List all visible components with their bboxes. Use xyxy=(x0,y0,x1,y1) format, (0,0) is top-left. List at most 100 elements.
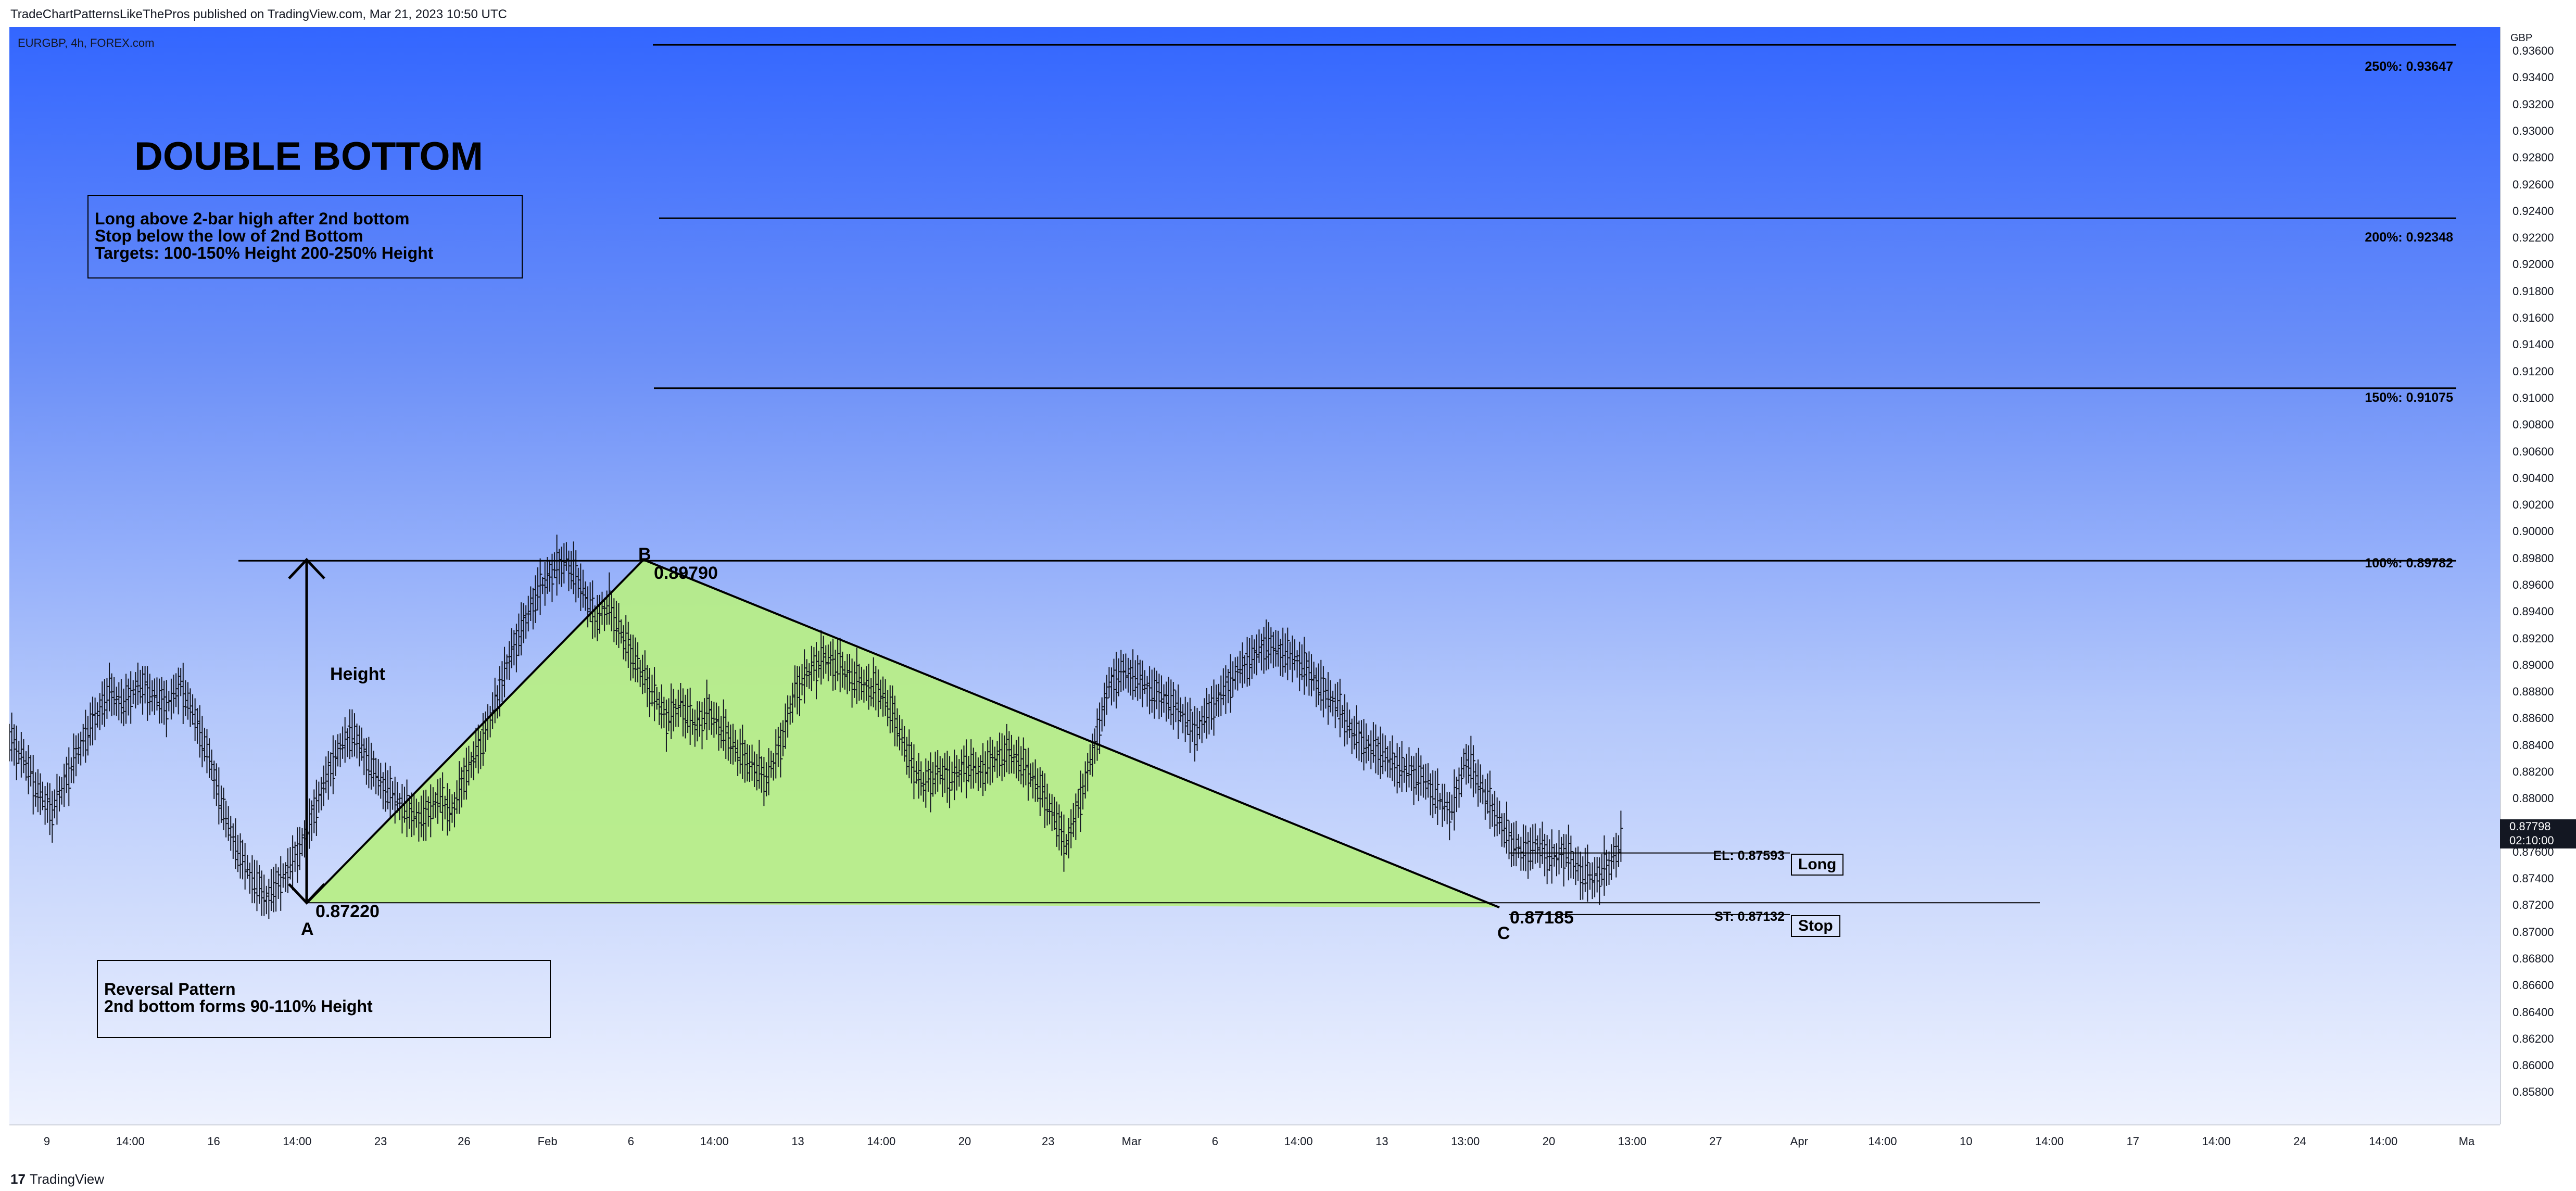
footer: 17 TradingView xyxy=(0,1166,2576,1191)
time-tick-label: 13 xyxy=(791,1135,804,1148)
stop-tag[interactable]: Stop xyxy=(1791,915,1840,937)
time-tick-label: 14:00 xyxy=(1284,1135,1313,1148)
price-tick-label: 0.91400 xyxy=(2512,338,2554,351)
time-tick-label: 13:00 xyxy=(1451,1135,1480,1148)
time-tick-label: 14:00 xyxy=(2035,1135,2064,1148)
time-tick-label: 26 xyxy=(458,1135,471,1148)
currency-label: GBP xyxy=(2510,32,2533,44)
time-tick-label: 20 xyxy=(1542,1135,1556,1148)
time-tick-label: 14:00 xyxy=(116,1135,145,1148)
price-tick-label: 0.90600 xyxy=(2512,445,2554,458)
target-label-150: 150%: 0.91075 xyxy=(2365,390,2453,405)
price-scale[interactable]: GBP 0.93600 0.93400 0.93200 0.93000 0.92800 0… xyxy=(2500,27,2576,1124)
time-tick-label: 14:00 xyxy=(700,1135,729,1148)
price-tick-label: 0.93000 xyxy=(2512,124,2554,138)
price-tick-label: 0.87000 xyxy=(2512,925,2554,939)
chart-pane[interactable]: EURGBP, 4h, FOREX.com DOUBLE BOTTOM Long… xyxy=(9,27,2500,1124)
height-label: Height xyxy=(330,664,385,684)
price-tick-label: 0.85800 xyxy=(2512,1085,2554,1099)
publish-header: TradeChartPatternsLikeThePros published … xyxy=(0,0,2576,26)
symbol-legend[interactable]: EURGBP, 4h, FOREX.com xyxy=(18,36,155,49)
target-label-100: 100%: 0.89782 xyxy=(2365,556,2453,571)
time-tick-label: Apr xyxy=(1790,1135,1808,1148)
price-tick-label: 0.86800 xyxy=(2512,952,2554,965)
time-scale[interactable]: 9 14:00 16 14:00 23 26 Feb 6 14:00 13 14:00 20 23 Mar… xyxy=(9,1124,2500,1167)
time-tick-label: 27 xyxy=(1709,1135,1722,1148)
reversal-note[interactable]: Reversal Pattern 2nd bottom forms 90-110… xyxy=(97,960,551,1038)
bar-countdown: 02:10:00 xyxy=(2509,834,2554,847)
price-tick-label: 0.90800 xyxy=(2512,418,2554,432)
time-tick-label: 9 xyxy=(43,1135,50,1148)
time-tick-label: 17 xyxy=(2126,1135,2140,1148)
time-tick-label: 16 xyxy=(207,1135,220,1148)
reversal-note-line-1: Reversal Pattern xyxy=(104,980,236,998)
price-tick-label: 0.86000 xyxy=(2512,1059,2554,1072)
price-tick-label: 0.89800 xyxy=(2512,551,2554,565)
price-tick-label: 0.86600 xyxy=(2512,979,2554,992)
price-tick-label: 0.93400 xyxy=(2512,71,2554,84)
price-tick-label: 0.92400 xyxy=(2512,204,2554,218)
time-tick-label: 24 xyxy=(2293,1135,2306,1148)
strategy-note-line-1: Long above 2-bar high after 2nd bottom xyxy=(95,209,410,228)
time-tick-label: 23 xyxy=(374,1135,387,1148)
chart-canvas[interactable] xyxy=(9,27,2500,1124)
point-b-price: 0.89790 xyxy=(654,563,718,583)
price-tick-label: 0.87200 xyxy=(2512,898,2554,912)
price-tick-label: 0.88200 xyxy=(2512,765,2554,778)
strategy-note[interactable]: Long above 2-bar high after 2nd bottom S… xyxy=(87,195,523,278)
time-tick-label: 10 xyxy=(1960,1135,1973,1148)
publisher-line: TradeChartPatternsLikeThePros published … xyxy=(10,7,507,21)
time-tick-label: 14:00 xyxy=(1868,1135,1897,1148)
price-tick-label: 0.88400 xyxy=(2512,738,2554,752)
current-price: 0.87798 xyxy=(2509,820,2551,833)
price-tick-label: 0.93600 xyxy=(2512,44,2554,58)
height-arrow-head-top xyxy=(288,558,325,579)
tradingview-brand[interactable]: 17 TradingView xyxy=(10,1171,104,1187)
chart-title: DOUBLE BOTTOM xyxy=(134,134,483,179)
reversal-note-line-2: 2nd bottom forms 90-110% Height xyxy=(104,997,373,1016)
height-arrow-head-bottom xyxy=(288,883,325,905)
target-label-200: 200%: 0.92348 xyxy=(2365,230,2453,245)
price-tick-label: 0.92000 xyxy=(2512,258,2554,271)
price-tick-label: 0.86400 xyxy=(2512,1005,2554,1019)
price-tick-label: 0.90200 xyxy=(2512,498,2554,512)
price-tick-label: 0.92600 xyxy=(2512,178,2554,191)
time-tick-label: Ma xyxy=(2458,1135,2475,1148)
pattern-leg-bc xyxy=(643,559,1500,909)
price-tick-label: 0.91200 xyxy=(2512,364,2554,378)
time-tick-label: 14:00 xyxy=(2369,1135,2398,1148)
point-c-price: 0.87185 xyxy=(1510,908,1574,928)
tradingview-logo-icon: 17 xyxy=(10,1171,26,1187)
price-tick-label: 0.88800 xyxy=(2512,685,2554,699)
time-tick-label: Feb xyxy=(537,1135,558,1148)
price-tick-label: 0.89200 xyxy=(2512,631,2554,645)
price-tick-label: 0.93200 xyxy=(2512,97,2554,111)
entry-level-label: EL: 0.87593 xyxy=(1713,848,1785,863)
long-tag[interactable]: Long xyxy=(1791,854,1844,876)
pattern-leg-ab xyxy=(306,559,645,904)
price-tick-label: 0.90400 xyxy=(2512,471,2554,485)
price-tick-label: 0.91800 xyxy=(2512,284,2554,298)
target-label-250: 250%: 0.93647 xyxy=(2365,59,2453,74)
price-tick-label: 0.89000 xyxy=(2512,658,2554,671)
price-tick-label: 0.88000 xyxy=(2512,792,2554,805)
time-tick-label: 20 xyxy=(958,1135,971,1148)
price-tick-label: 0.92800 xyxy=(2512,151,2554,164)
time-tick-label: Mar xyxy=(1121,1135,1142,1148)
point-a-price: 0.87220 xyxy=(315,902,380,921)
time-tick-label: 23 xyxy=(1042,1135,1055,1148)
time-tick-label: 14:00 xyxy=(2202,1135,2231,1148)
price-tick-label: 0.91600 xyxy=(2512,311,2554,325)
stop-level-label: ST: 0.87132 xyxy=(1714,909,1785,924)
brand-name: TradingView xyxy=(29,1171,104,1187)
point-b-label: B xyxy=(638,544,651,564)
price-tick-label: 0.90000 xyxy=(2512,525,2554,538)
point-c-label: C xyxy=(1497,923,1510,943)
price-tick-label: 0.92200 xyxy=(2512,231,2554,245)
price-tick-label: 0.89600 xyxy=(2512,578,2554,591)
time-tick-label: 6 xyxy=(627,1135,635,1148)
price-tick-label: 0.89400 xyxy=(2512,605,2554,618)
point-a-label: A xyxy=(301,919,314,939)
price-tick-label: 0.87400 xyxy=(2512,872,2554,885)
strategy-note-line-2: Stop below the low of 2nd Bottom xyxy=(95,226,363,245)
